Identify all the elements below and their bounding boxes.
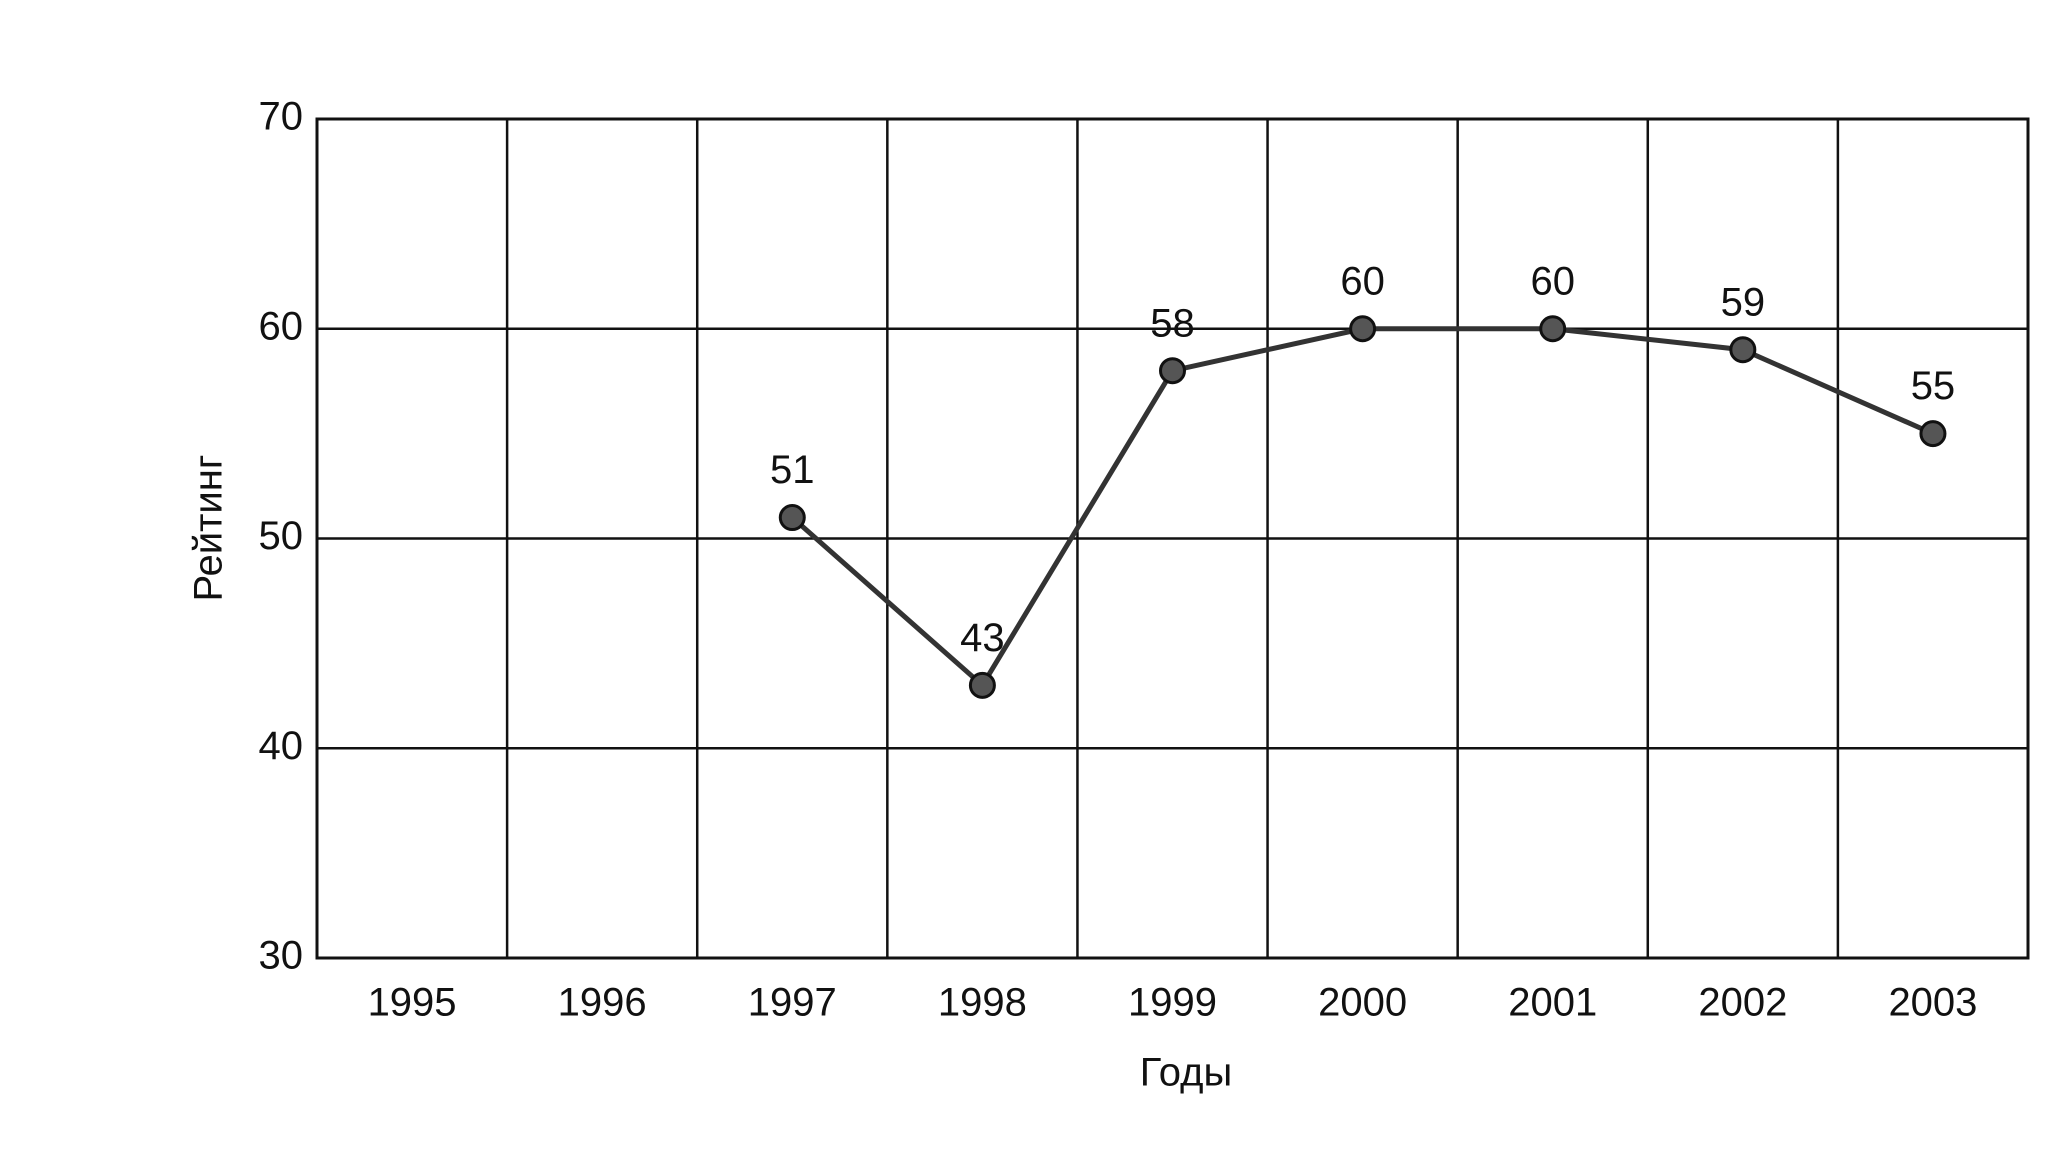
data-label: 59 [1721, 280, 1766, 324]
data-label: 43 [960, 616, 1005, 660]
x-axis-label: Годы [1140, 1051, 1232, 1095]
data-point [1919, 420, 1947, 448]
data-label: 58 [1150, 301, 1195, 345]
y-tick-label: 70 [259, 95, 304, 139]
data-point [968, 671, 996, 699]
data-point [778, 504, 806, 532]
x-tick-label: 2001 [1508, 981, 1597, 1025]
x-tick-label: 1999 [1128, 981, 1217, 1025]
data-point [1729, 336, 1757, 364]
y-tick-label: 60 [259, 304, 304, 348]
data-label: 55 [1911, 364, 1956, 408]
x-tick-label: 1998 [938, 981, 1027, 1025]
data-point [1349, 315, 1377, 343]
data-label: 60 [1530, 259, 1575, 303]
data-label: 51 [770, 448, 815, 492]
data-label: 60 [1340, 259, 1385, 303]
y-tick-label: 40 [259, 724, 304, 768]
data-point [1159, 357, 1186, 385]
y-tick-label: 30 [259, 934, 304, 978]
data-point [1539, 315, 1567, 343]
x-tick-label: 2000 [1318, 981, 1407, 1025]
x-tick-label: 1997 [748, 981, 837, 1025]
y-tick-label: 50 [259, 514, 304, 558]
x-tick-label: 1995 [368, 981, 457, 1025]
x-tick-label: 2003 [1888, 981, 1977, 1025]
y-axis-label: Рейтинг [187, 455, 231, 602]
x-tick-label: 2002 [1698, 981, 1787, 1025]
x-tick-label: 1996 [558, 981, 647, 1025]
